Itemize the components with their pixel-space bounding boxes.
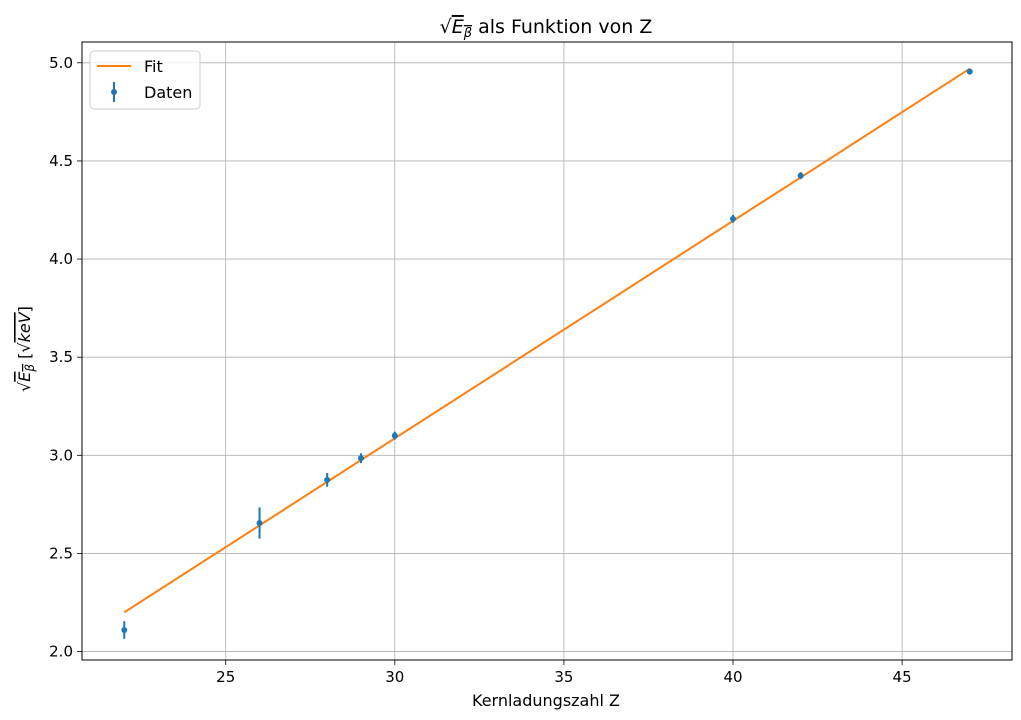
data-point [324,476,331,483]
ylabel-energy-symbol: Eβ [15,364,37,382]
y-axis-label: √Eβ [√keV] [15,306,37,392]
ylabel-unit-kev: keV [15,311,34,342]
data-point [256,520,263,527]
data-point [358,455,364,462]
axis-ticks: 25 30 35 40 45 2.0 2.5 3.0 3.5 4.0 4.5 5.0 [49,54,911,686]
y-tick-label: 5.0 [49,54,73,72]
fit-line-layer [123,67,971,614]
x-axis-label: Kernladungszahl Z [472,691,620,710]
data-point [391,432,398,439]
title-beta-subscript: β [463,26,472,41]
fit-line [123,67,971,614]
data-point [966,68,973,75]
y-tick-label: 4.0 [49,250,73,268]
x-tick-label: 25 [216,668,235,686]
y-tick-label: 3.5 [49,348,73,366]
x-tick-label: 45 [893,668,912,686]
y-tick-label: 2.5 [49,544,73,562]
legend-data-label: Daten [144,83,192,102]
x-tick-label: 30 [385,668,404,686]
y-tick-label: 4.5 [49,152,73,170]
data-point [730,215,736,222]
grid [82,42,1012,660]
data-point [121,626,128,633]
y-tick-label: 2.0 [49,643,73,661]
title-energy-symbol: Eβ [452,16,472,41]
chart-title: √Eβ als Funktion von Z [440,16,653,41]
ylabel-beta-subscript: β [23,364,37,373]
data-point [797,172,804,179]
data-points-layer [121,68,973,639]
legend-fit-label: Fit [144,57,163,76]
y-tick-label: 3.0 [49,446,73,464]
legend-data-marker [111,89,117,95]
title-text: als Funktion von Z [472,16,652,38]
title-sqrt-symbol: √ [440,16,453,38]
x-tick-label: 40 [723,668,742,686]
plot-frame [81,41,1013,661]
ylabel-unit: [√keV] [15,306,34,364]
legend: Fit Daten [89,50,201,110]
x-tick-label: 35 [554,668,573,686]
ylabel-sqrt-symbol: √ [15,381,34,392]
